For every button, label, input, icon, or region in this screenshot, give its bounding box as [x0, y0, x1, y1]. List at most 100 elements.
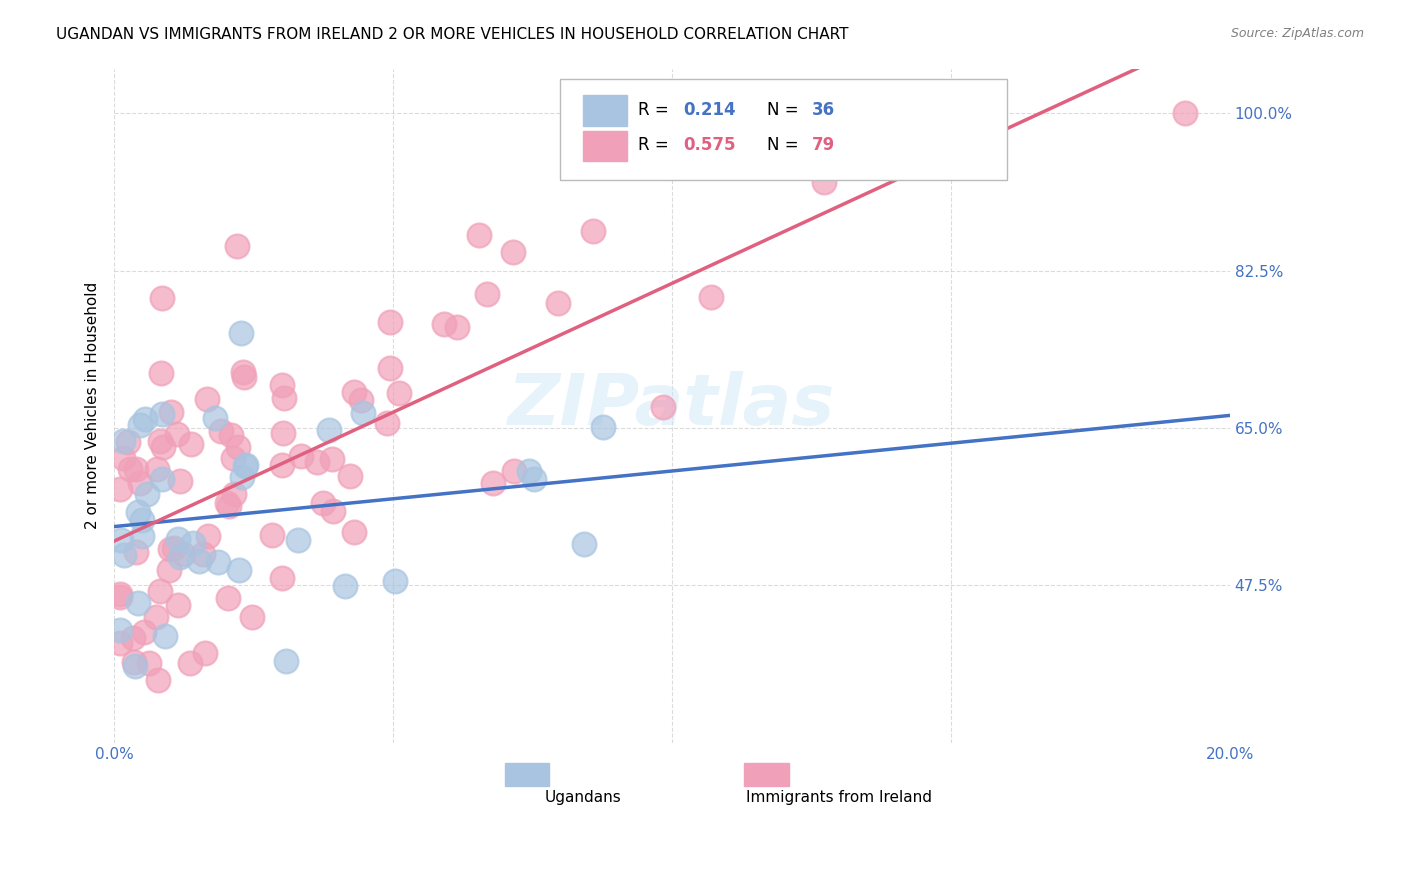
- Point: [132, 624, 155, 639]
- Point: [446, 319, 468, 334]
- Point: [136, 487, 159, 501]
- Point: [232, 370, 254, 384]
- Point: [153, 630, 176, 644]
- Point: [350, 392, 373, 407]
- Text: R =: R =: [638, 136, 675, 154]
- Point: [160, 405, 183, 419]
- Point: [517, 464, 540, 478]
- Point: [179, 656, 201, 670]
- Point: [343, 524, 366, 539]
- Point: [240, 610, 263, 624]
- Text: 79: 79: [811, 136, 835, 154]
- Text: Ugandans: Ugandans: [544, 789, 621, 805]
- Point: [127, 596, 149, 610]
- FancyBboxPatch shape: [582, 95, 627, 126]
- Point: [1174, 106, 1197, 120]
- Point: [225, 239, 247, 253]
- Point: [274, 654, 297, 668]
- Point: [260, 527, 283, 541]
- Text: 0.575: 0.575: [683, 136, 735, 154]
- Point: [322, 504, 344, 518]
- Point: [233, 459, 256, 474]
- Point: [321, 452, 343, 467]
- Point: [380, 315, 402, 329]
- Point: [118, 461, 141, 475]
- FancyBboxPatch shape: [744, 763, 789, 787]
- Point: [181, 536, 204, 550]
- Point: [219, 428, 242, 442]
- Point: [574, 537, 596, 551]
- Point: [375, 416, 398, 430]
- Point: [215, 496, 238, 510]
- Point: [172, 547, 194, 561]
- Text: 36: 36: [811, 102, 835, 120]
- Point: [523, 472, 546, 486]
- Point: [112, 548, 135, 562]
- Point: [582, 224, 605, 238]
- Point: [188, 554, 211, 568]
- Point: [127, 505, 149, 519]
- Text: UGANDAN VS IMMIGRANTS FROM IRELAND 2 OR MORE VEHICLES IN HOUSEHOLD CORRELATION C: UGANDAN VS IMMIGRANTS FROM IRELAND 2 OR …: [56, 27, 849, 42]
- Point: [209, 424, 232, 438]
- Point: [318, 423, 340, 437]
- Point: [547, 296, 569, 310]
- Point: [352, 406, 374, 420]
- Point: [204, 410, 226, 425]
- Point: [290, 449, 312, 463]
- Point: [287, 533, 309, 548]
- Point: [145, 610, 167, 624]
- Point: [108, 587, 131, 601]
- Point: [157, 563, 180, 577]
- Point: [207, 555, 229, 569]
- Point: [129, 417, 152, 432]
- Text: N =: N =: [766, 102, 804, 120]
- Point: [197, 529, 219, 543]
- Point: [150, 472, 173, 486]
- Point: [167, 599, 190, 613]
- Point: [149, 434, 172, 448]
- Point: [592, 419, 614, 434]
- Point: [378, 361, 401, 376]
- Text: N =: N =: [766, 136, 804, 154]
- Point: [108, 636, 131, 650]
- Point: [166, 427, 188, 442]
- Point: [384, 574, 406, 588]
- Point: [231, 326, 253, 340]
- Point: [111, 434, 134, 448]
- Point: [482, 475, 505, 490]
- Point: [131, 513, 153, 527]
- Point: [270, 378, 292, 392]
- FancyBboxPatch shape: [561, 78, 1007, 179]
- Point: [146, 462, 169, 476]
- Point: [231, 470, 253, 484]
- Point: [271, 571, 294, 585]
- Point: [110, 533, 132, 548]
- Point: [146, 673, 169, 688]
- Point: [339, 468, 361, 483]
- Point: [222, 451, 245, 466]
- Point: [163, 541, 186, 556]
- Text: Source: ZipAtlas.com: Source: ZipAtlas.com: [1230, 27, 1364, 40]
- Point: [217, 591, 239, 606]
- Point: [108, 590, 131, 604]
- Point: [273, 391, 295, 405]
- Y-axis label: 2 or more Vehicles in Household: 2 or more Vehicles in Household: [86, 282, 100, 529]
- Point: [218, 500, 240, 514]
- Point: [228, 563, 250, 577]
- Text: 0.214: 0.214: [683, 102, 735, 120]
- Point: [169, 475, 191, 489]
- Point: [433, 317, 456, 331]
- Point: [388, 386, 411, 401]
- Point: [166, 532, 188, 546]
- Point: [271, 458, 294, 472]
- Point: [191, 547, 214, 561]
- Point: [138, 656, 160, 670]
- Point: [131, 529, 153, 543]
- Point: [652, 400, 675, 414]
- Point: [124, 461, 146, 475]
- Point: [468, 227, 491, 242]
- Point: [502, 245, 524, 260]
- Point: [150, 407, 173, 421]
- Point: [124, 545, 146, 559]
- Point: [273, 425, 295, 440]
